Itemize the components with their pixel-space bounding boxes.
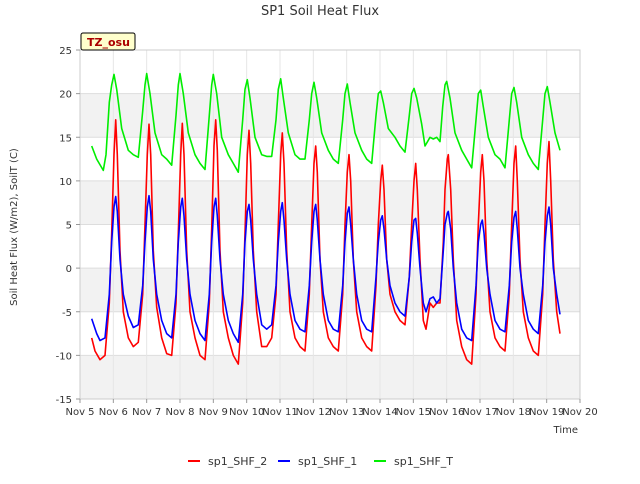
legend-label-sp1_SHF_T: sp1_SHF_T — [394, 455, 453, 468]
x-tick-label: Nov 18 — [496, 407, 531, 418]
chart-title: SP1 Soil Heat Flux — [261, 4, 379, 19]
grid-band — [80, 268, 580, 312]
series-lines — [90, 72, 561, 365]
x-tick-label: Nov 19 — [529, 407, 564, 418]
grid-band — [80, 93, 580, 138]
legend: sp1_SHF_2 sp1_SHF_1 sp1_SHF_T — [188, 455, 453, 468]
y-tick-label: 0 — [66, 264, 72, 275]
x-tick-label: Nov 17 — [462, 407, 497, 418]
grid-band — [80, 355, 580, 399]
x-tick-label: Nov 5 — [65, 407, 94, 418]
series-line-sp1_SHF_T — [90, 72, 561, 173]
x-tick-label: Nov 10 — [229, 407, 264, 418]
y-tick-label: 10 — [59, 177, 72, 188]
series-line-sp1_SHF_2 — [90, 119, 561, 365]
x-tick-label: Nov 16 — [429, 407, 464, 418]
x-tick-label: Nov 12 — [296, 407, 331, 418]
x-tick-label: Nov 6 — [99, 407, 128, 418]
plot-bands — [80, 93, 580, 399]
y-tick-label: -10 — [56, 351, 72, 362]
station-badge-box — [80, 32, 136, 51]
station-badge-label: TZ_osu — [87, 36, 130, 49]
legend-label-sp1_SHF_2: sp1_SHF_2 — [208, 455, 267, 468]
y-tick-label: 25 — [59, 46, 72, 57]
series-line-sp1_SHF_1 — [90, 194, 561, 344]
y-tick-label: 15 — [59, 133, 72, 144]
legend-label-sp1_SHF_1: sp1_SHF_1 — [298, 455, 357, 468]
y-tick-label: 5 — [66, 221, 72, 232]
station-badge: TZ_osu — [80, 32, 136, 51]
x-tick-label: Nov 11 — [262, 407, 297, 418]
x-axis-label: Time — [553, 425, 578, 436]
grid-band — [80, 180, 580, 225]
y-tick-label: 20 — [59, 90, 72, 101]
x-tick-label: Nov 15 — [396, 407, 431, 418]
x-tick-label: Nov 9 — [199, 407, 228, 418]
y-tick-label: -5 — [62, 308, 72, 319]
y-axis-ticks: -15 -10 -5 0 5 10 15 20 25 — [56, 46, 80, 406]
x-tick-label: Nov 14 — [362, 407, 397, 418]
x-tick-label: Nov 8 — [165, 407, 194, 418]
x-tick-label: Nov 7 — [132, 407, 161, 418]
x-tick-label: Nov 20 — [562, 407, 597, 418]
y-axis-label: Soil Heat Flux (W/m2), SoilT (C) — [9, 148, 20, 306]
y-tick-label: -15 — [56, 395, 72, 406]
x-tick-label: Nov 13 — [329, 407, 364, 418]
